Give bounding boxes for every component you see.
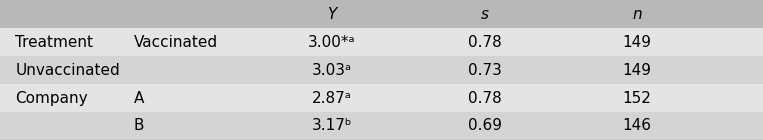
- Text: 146: 146: [623, 118, 652, 134]
- Text: 3.17ᵇ: 3.17ᵇ: [311, 118, 353, 134]
- Text: Unvaccinated: Unvaccinated: [15, 62, 120, 78]
- Text: n: n: [633, 6, 642, 22]
- Text: 149: 149: [623, 62, 652, 78]
- Text: Y: Y: [327, 6, 336, 22]
- Text: A: A: [134, 90, 144, 106]
- FancyBboxPatch shape: [0, 56, 763, 84]
- Text: Company: Company: [15, 90, 88, 106]
- Text: 149: 149: [623, 34, 652, 50]
- Text: 0.78: 0.78: [468, 34, 501, 50]
- FancyBboxPatch shape: [0, 112, 763, 140]
- Text: 152: 152: [623, 90, 652, 106]
- Text: 0.78: 0.78: [468, 90, 501, 106]
- FancyBboxPatch shape: [0, 0, 763, 28]
- Text: 3.03ᵃ: 3.03ᵃ: [312, 62, 352, 78]
- Text: B: B: [134, 118, 144, 134]
- Text: Vaccinated: Vaccinated: [134, 34, 217, 50]
- Text: 0.69: 0.69: [468, 118, 501, 134]
- FancyBboxPatch shape: [0, 84, 763, 112]
- Text: 3.00*ᵃ: 3.00*ᵃ: [308, 34, 356, 50]
- Text: s: s: [481, 6, 488, 22]
- Text: Treatment: Treatment: [15, 34, 93, 50]
- FancyBboxPatch shape: [0, 28, 763, 56]
- Text: 2.87ᵃ: 2.87ᵃ: [312, 90, 352, 106]
- Text: 0.73: 0.73: [468, 62, 501, 78]
